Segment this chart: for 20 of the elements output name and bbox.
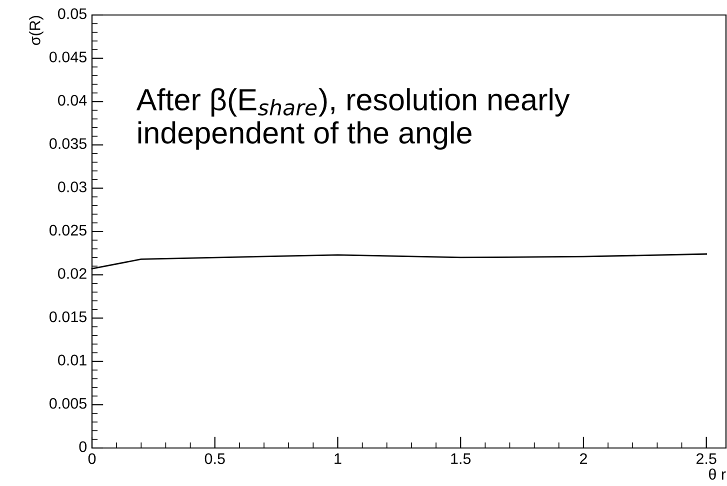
- y-tick-label: 0.01: [58, 354, 86, 366]
- x-tick-label: 1.5: [451, 453, 471, 464]
- x-tick-label: 0: [88, 453, 96, 464]
- y-tick-label: 0.03: [58, 181, 86, 192]
- x-axis-title: θ r: [708, 468, 726, 480]
- x-tick-label: 1: [334, 453, 342, 464]
- y-tick-label: 0.015: [50, 311, 86, 322]
- y-axis-title: σ(R): [29, 16, 44, 45]
- y-tick-label: 0.035: [50, 138, 86, 149]
- y-tick-label: 0.005: [50, 398, 86, 409]
- y-tick-label: 0.045: [50, 52, 86, 62]
- y-tick-label: 0: [79, 441, 87, 452]
- x-tick-label: 2: [580, 453, 587, 464]
- x-tick-label: 2.5: [696, 453, 716, 464]
- y-tick-label: 0.04: [58, 94, 87, 106]
- y-tick-label: 0.05: [58, 8, 86, 20]
- y-tick-label: 0.025: [50, 224, 86, 236]
- y-tick-label: 0.02: [58, 268, 86, 279]
- annotation: After β(E$_{share}$), resolution nearly independent of the angle: [136, 88, 570, 150]
- x-tick-label: 0.5: [204, 453, 225, 464]
